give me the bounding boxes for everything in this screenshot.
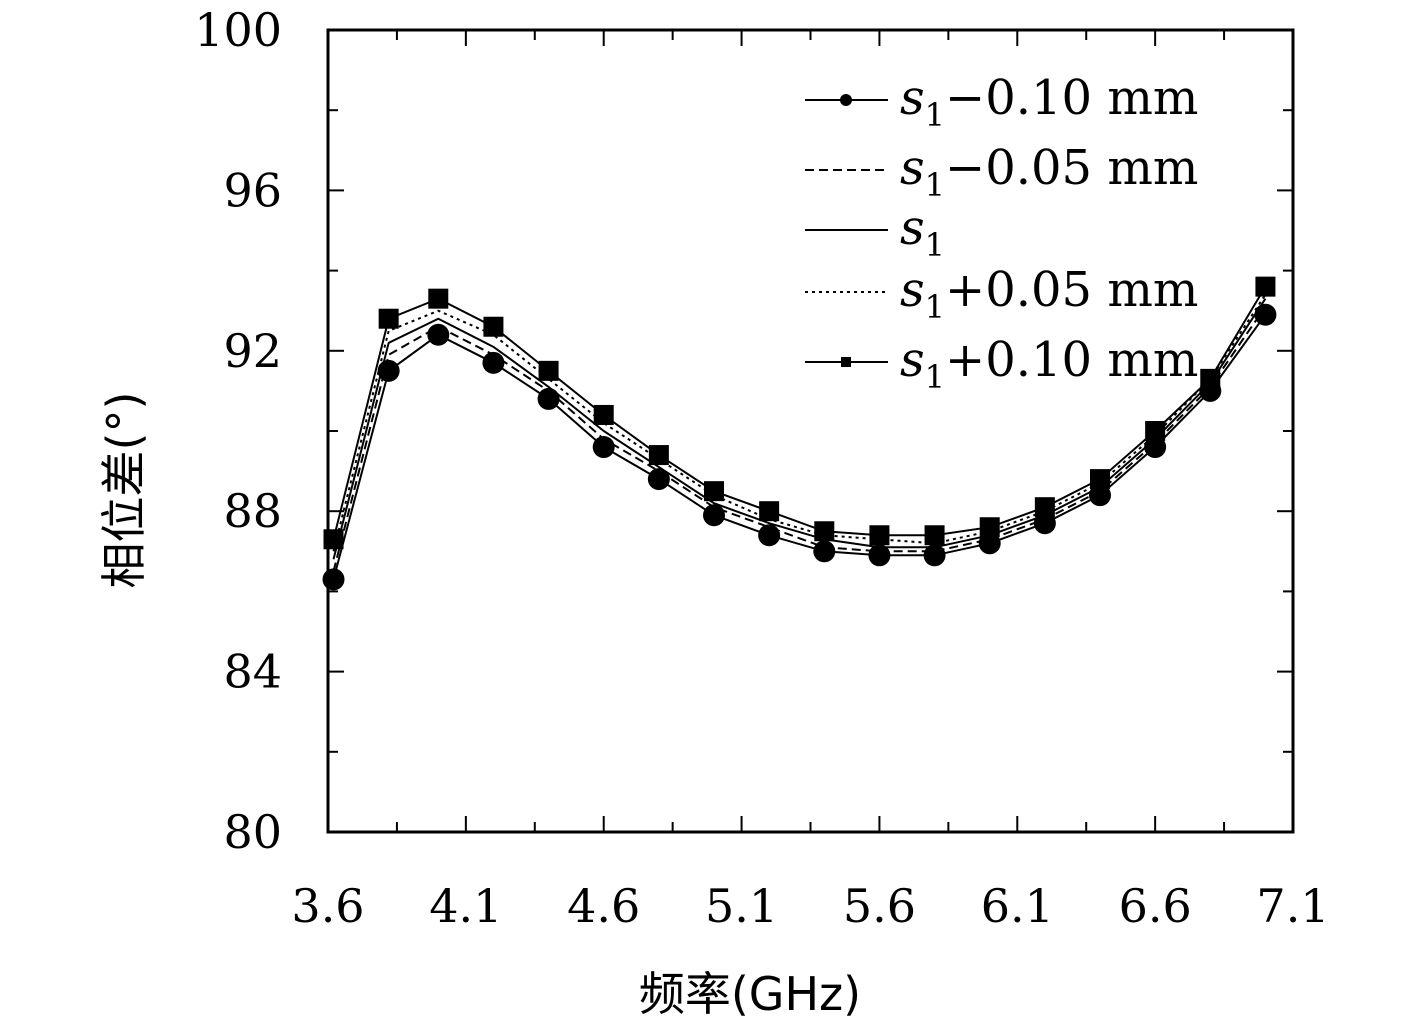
legend-label-5: s1+0.10 mm <box>900 332 1198 396</box>
series-1-point <box>482 351 505 374</box>
series-1-point <box>1254 303 1277 326</box>
series-5-point <box>759 501 780 522</box>
series-5-point <box>483 316 504 337</box>
series-1-point <box>647 468 670 491</box>
legend-marker-1 <box>840 94 852 106</box>
series-1-point <box>322 568 345 591</box>
legend-label-4: s1+0.05 mm <box>900 262 1198 326</box>
series-1-point <box>758 524 781 547</box>
series-5-point <box>648 445 669 466</box>
series-5-point <box>428 288 449 309</box>
y-tick-label: 88 <box>223 484 282 538</box>
x-tick-label: 5.6 <box>843 879 916 933</box>
x-tick-label: 6.6 <box>1119 879 1192 933</box>
y-tick-label: 92 <box>223 324 282 378</box>
y-tick-label: 96 <box>223 163 282 217</box>
x-axis-title: 频率(GHz) <box>639 967 861 1021</box>
legend-label-2: s1−0.05 mm <box>900 140 1198 204</box>
series-1-point <box>978 532 1001 555</box>
series-1-point <box>377 359 400 382</box>
series-5-point <box>979 517 1000 538</box>
series-1-point <box>592 436 615 459</box>
series-5-point <box>538 360 559 381</box>
series-5-point <box>593 404 614 425</box>
tick-layer <box>327 29 1294 833</box>
x-tick-labels: 3.6 4.1 4.6 5.1 5.6 6.1 6.6 7.1 <box>291 879 1329 933</box>
x-tick-label: 6.1 <box>981 879 1054 933</box>
x-tick-label: 5.1 <box>705 879 778 933</box>
series-1-point <box>1089 484 1111 507</box>
y-tick-labels: 80 84 88 92 96 100 <box>194 3 282 859</box>
series-1-point <box>868 544 891 567</box>
series-5-point <box>1034 497 1055 518</box>
series-5-point <box>924 525 945 546</box>
series-5-point <box>869 525 890 546</box>
legend-marker-5 <box>841 357 851 367</box>
series-5-point <box>1200 368 1221 389</box>
x-tick-label: 4.1 <box>429 879 502 933</box>
series-5-point <box>704 481 724 502</box>
series-1-point <box>813 540 836 563</box>
series-1-point <box>427 323 450 346</box>
legend-label-3: s1 <box>900 200 945 264</box>
series-1-point <box>1033 512 1056 535</box>
x-tick-label: 7.1 <box>1256 879 1329 933</box>
y-tick-label: 84 <box>223 645 282 699</box>
series-5-point <box>1090 469 1110 490</box>
series-1-point <box>537 387 560 410</box>
y-tick-label: 100 <box>194 3 282 57</box>
x-tick-label: 4.6 <box>567 879 640 933</box>
x-tick-label: 3.6 <box>291 879 364 933</box>
series-1-point <box>1144 436 1167 459</box>
series-5-point <box>1255 276 1276 297</box>
series-5-point <box>378 308 399 329</box>
series-5-point <box>814 521 835 542</box>
series-1-point <box>703 504 725 527</box>
series-5-point <box>1145 421 1166 441</box>
series-1-point <box>923 544 946 567</box>
legend-label-1: s1−0.10 mm <box>900 70 1198 134</box>
y-tick-label: 80 <box>223 805 282 859</box>
y-axis-title: 相位差(°) <box>97 392 151 589</box>
